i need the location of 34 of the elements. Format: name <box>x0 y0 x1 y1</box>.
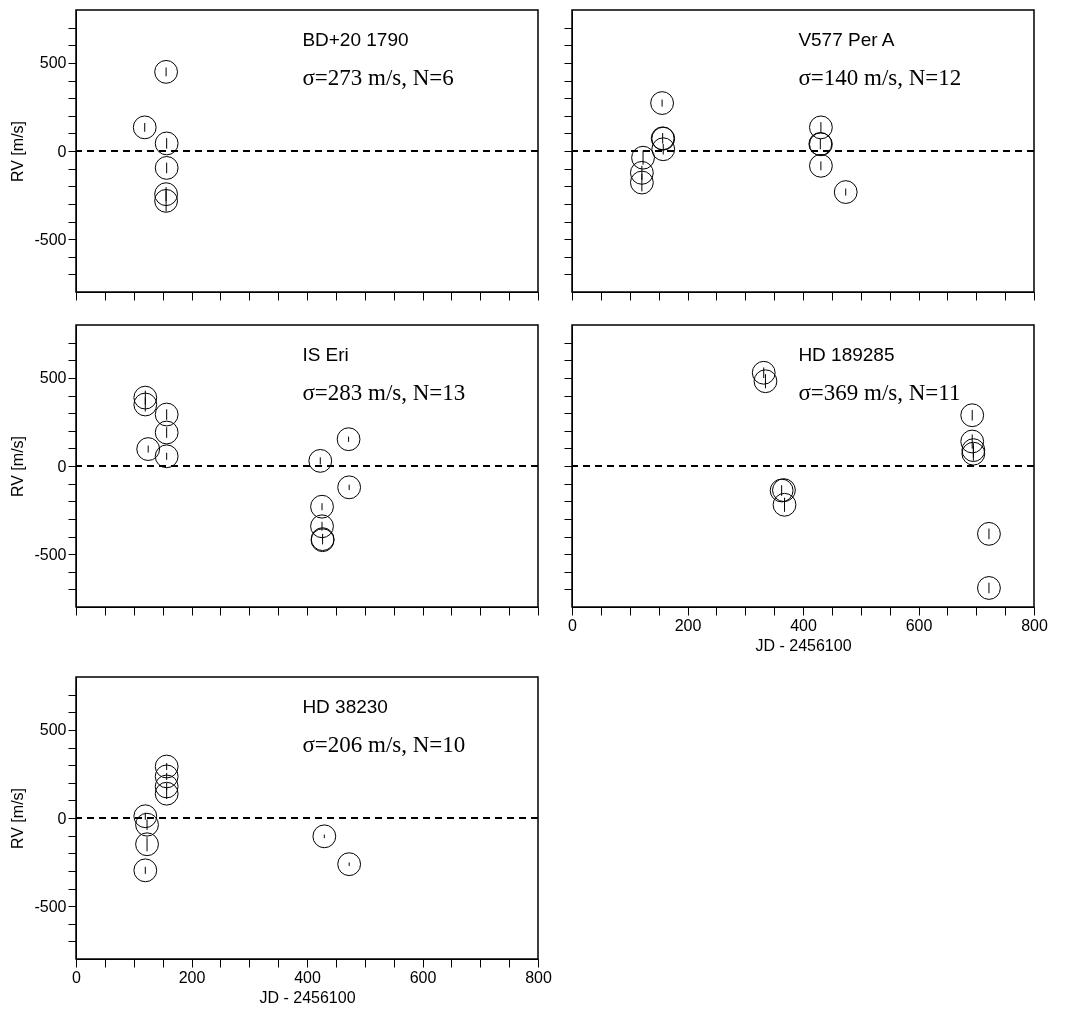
y-tick-label: 0 <box>57 142 67 160</box>
y-tick-label: -500 <box>34 545 67 563</box>
x-tick-label: 0 <box>568 616 578 634</box>
x-axis-title: JD - 2456100 <box>755 636 852 654</box>
annotation: BD+20 1790 <box>302 29 409 50</box>
y-tick-label: 500 <box>39 369 67 387</box>
annotation: σ=273 m/s, N=6 <box>302 65 454 90</box>
x-tick-label: 800 <box>525 968 552 986</box>
x-tick-label: 800 <box>1021 616 1048 634</box>
annotation: σ=283 m/s, N=13 <box>302 380 466 405</box>
y-tick-label: 0 <box>57 457 67 475</box>
annotation: σ=206 m/s, N=10 <box>302 732 466 757</box>
x-tick-label: 600 <box>409 968 437 986</box>
x-axis-title: JD - 2456100 <box>259 988 356 1006</box>
x-tick-label: 600 <box>905 616 933 634</box>
y-axis-title: RV [m/s] <box>9 435 27 498</box>
x-tick-label: 400 <box>790 616 817 634</box>
annotation: V577 Per A <box>798 29 895 50</box>
y-tick-label: 0 <box>57 809 67 827</box>
annotation: σ=140 m/s, N=12 <box>798 65 962 90</box>
annotation: σ=369 m/s, N=11 <box>798 380 961 405</box>
x-tick-label: 200 <box>178 968 206 986</box>
x-tick-label: 400 <box>294 968 321 986</box>
annotation: HD 189285 <box>798 344 895 365</box>
y-tick-label: -500 <box>34 230 67 248</box>
x-tick-label: 0 <box>72 968 82 986</box>
y-tick-label: 500 <box>39 54 67 72</box>
y-tick-label: -500 <box>34 897 67 915</box>
y-axis-title: RV [m/s] <box>9 120 27 183</box>
x-tick-label: 200 <box>674 616 702 634</box>
annotation: HD 38230 <box>302 696 388 717</box>
annotation: IS Eri <box>302 344 349 365</box>
y-tick-label: 500 <box>39 721 67 739</box>
y-axis-title: RV [m/s] <box>9 787 27 850</box>
